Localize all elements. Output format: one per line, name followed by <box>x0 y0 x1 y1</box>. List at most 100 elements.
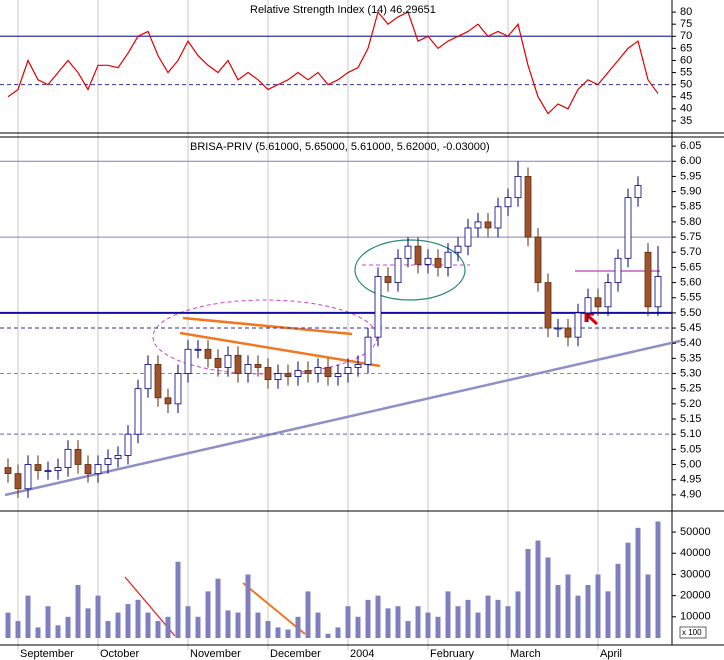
volume-bar <box>385 608 391 638</box>
volume-bar <box>365 599 371 638</box>
volume-trend-line <box>242 582 306 635</box>
candle-body <box>144 364 152 390</box>
y-tick-label: 80 <box>680 6 692 18</box>
y-tick-label: 30000 <box>680 568 711 580</box>
trend-line <box>4 339 681 497</box>
y-tick-label: 6.00 <box>680 155 701 167</box>
volume-bar <box>115 612 121 638</box>
y-tick-label: 5.90 <box>680 185 701 197</box>
volume-bar <box>75 585 81 638</box>
candle-body <box>124 433 132 456</box>
chart-title: Relative Strength Index (14) 46.29651 <box>250 4 436 16</box>
candle-body <box>74 448 82 465</box>
volume-bar <box>315 612 321 638</box>
candle-body <box>454 245 462 253</box>
candle-body <box>384 276 392 283</box>
candle-body <box>474 221 482 229</box>
volume-bar <box>465 599 471 638</box>
volume-bar <box>45 606 51 638</box>
volume-bar <box>305 591 311 638</box>
candle-body <box>184 348 192 374</box>
y-tick-label: 5.45 <box>680 322 701 334</box>
volume-bar <box>215 578 221 638</box>
y-tick-label: 35 <box>680 115 692 127</box>
candle-body <box>294 370 302 377</box>
y-tick-label: 5.10 <box>680 428 701 440</box>
volume-bar <box>145 612 151 638</box>
volume-bar <box>545 557 551 638</box>
candle-body <box>344 367 352 374</box>
candle-body <box>624 197 632 259</box>
y-tick-label: 40 <box>680 103 692 115</box>
ellipse-annotation <box>354 239 466 301</box>
y-tick-label: 40000 <box>680 547 711 559</box>
y-tick-label: 4.90 <box>680 489 701 501</box>
candle-body <box>44 470 52 472</box>
candle-body <box>354 364 362 368</box>
volume-bar <box>395 606 401 638</box>
candle-body <box>534 236 542 283</box>
candle-body <box>304 370 312 374</box>
candle-body <box>524 176 532 238</box>
volume-bar <box>25 595 31 638</box>
candle-body <box>424 257 432 265</box>
volume-bar <box>375 595 381 638</box>
volume-bar <box>185 606 191 638</box>
candle-body <box>564 327 572 338</box>
candle-body <box>444 251 452 268</box>
volume-bar <box>275 627 281 638</box>
volume-bar <box>345 606 351 638</box>
y-tick-label: 5.65 <box>680 261 701 273</box>
y-tick-label: 45 <box>680 91 692 103</box>
unit-label: x 100 <box>682 628 702 637</box>
y-tick-label: 5.60 <box>680 276 701 288</box>
candle-body <box>14 473 22 490</box>
candle-body <box>504 197 512 208</box>
candle-body <box>594 297 602 308</box>
volume-bar <box>415 606 421 638</box>
candle-body <box>24 464 32 490</box>
volume-bar <box>485 595 491 638</box>
volume-bar <box>135 599 141 638</box>
volume-bar <box>285 629 291 638</box>
volume-bar <box>225 610 231 638</box>
channel-line <box>179 331 381 368</box>
volume-bar <box>65 616 71 638</box>
y-tick-label: 5.05 <box>680 443 701 455</box>
y-tick-label: 5.35 <box>680 352 701 364</box>
candle-body <box>34 464 42 471</box>
x-tick-label: October <box>100 648 139 660</box>
candle-body <box>64 448 72 468</box>
y-tick-label: 5.95 <box>680 170 701 182</box>
candle-body <box>654 276 662 308</box>
candle-body <box>464 227 472 247</box>
y-tick-label: 65 <box>680 42 692 54</box>
volume-bar <box>445 591 451 638</box>
volume-bar <box>565 574 571 638</box>
volume-bar <box>205 591 211 638</box>
volume-bar <box>405 621 411 638</box>
volume-bar <box>635 527 641 638</box>
volume-bar <box>125 604 131 638</box>
volume-bar <box>655 521 661 638</box>
candle-body <box>644 251 652 308</box>
volume-bar <box>85 608 91 638</box>
volume-bar <box>235 612 241 638</box>
y-tick-label: 5.30 <box>680 367 701 379</box>
volume-bar <box>175 561 181 638</box>
candle-body <box>284 373 292 377</box>
candle-body <box>214 357 222 368</box>
candle-body <box>494 206 502 229</box>
x-tick-label: March <box>510 648 541 660</box>
y-tick-label: 5.00 <box>680 458 701 470</box>
candle-body <box>164 397 172 405</box>
y-tick-label: 5.85 <box>680 201 701 213</box>
volume-bar <box>495 599 501 638</box>
volume-bar <box>335 627 341 638</box>
candle-body <box>54 467 62 471</box>
candle-body <box>404 245 412 259</box>
candle-body <box>574 312 582 338</box>
candle-body <box>414 245 422 265</box>
